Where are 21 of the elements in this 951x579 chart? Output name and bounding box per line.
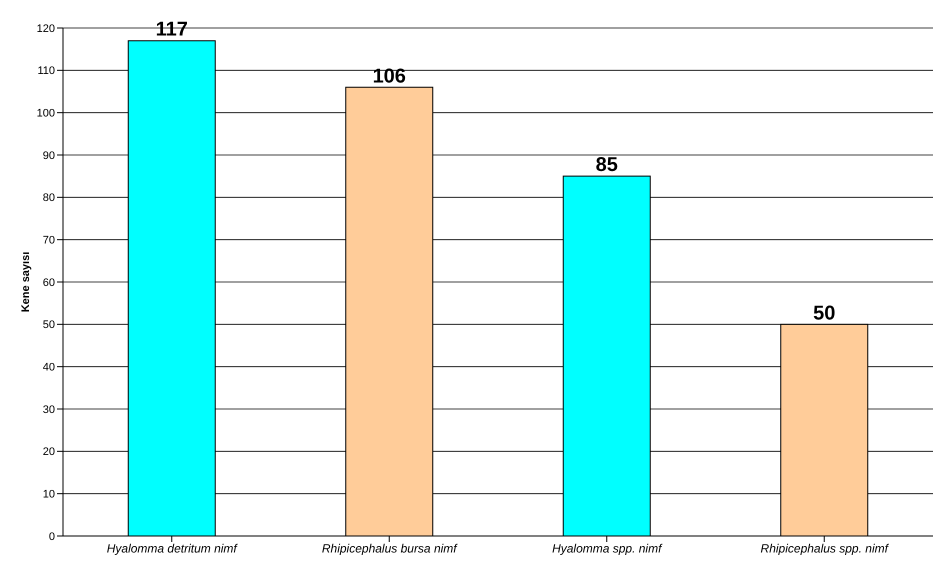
x-tick-label: Hyalomma spp. nimf xyxy=(552,542,664,556)
y-tick-label: 110 xyxy=(37,65,55,78)
y-tick-label: 10 xyxy=(42,488,55,501)
x-tick-label: Hyalomma detritum nimf xyxy=(106,542,238,556)
y-tick-label: 120 xyxy=(36,22,55,35)
y-tick-label: 90 xyxy=(42,150,55,162)
y-tick-label: 0 xyxy=(48,530,55,543)
data-label: 50 xyxy=(813,302,836,324)
x-tick-label: Rhipicephalus bursa nimf xyxy=(322,542,458,556)
data-label: 106 xyxy=(372,65,406,88)
y-tick-label: 50 xyxy=(42,319,55,332)
y-tick-label: 80 xyxy=(42,192,55,204)
y-tick-label: 40 xyxy=(42,362,55,374)
y-tick-label: 30 xyxy=(42,404,55,416)
data-label: 85 xyxy=(596,154,618,176)
y-axis-title: Kene sayısı xyxy=(20,252,32,312)
x-tick-label: Rhipicephalus spp. nimf xyxy=(760,542,890,556)
y-tick-label: 60 xyxy=(42,276,55,289)
y-tick-label: 100 xyxy=(36,108,55,120)
y-tick-label: 20 xyxy=(42,446,55,458)
y-tick-label: 70 xyxy=(42,234,55,247)
